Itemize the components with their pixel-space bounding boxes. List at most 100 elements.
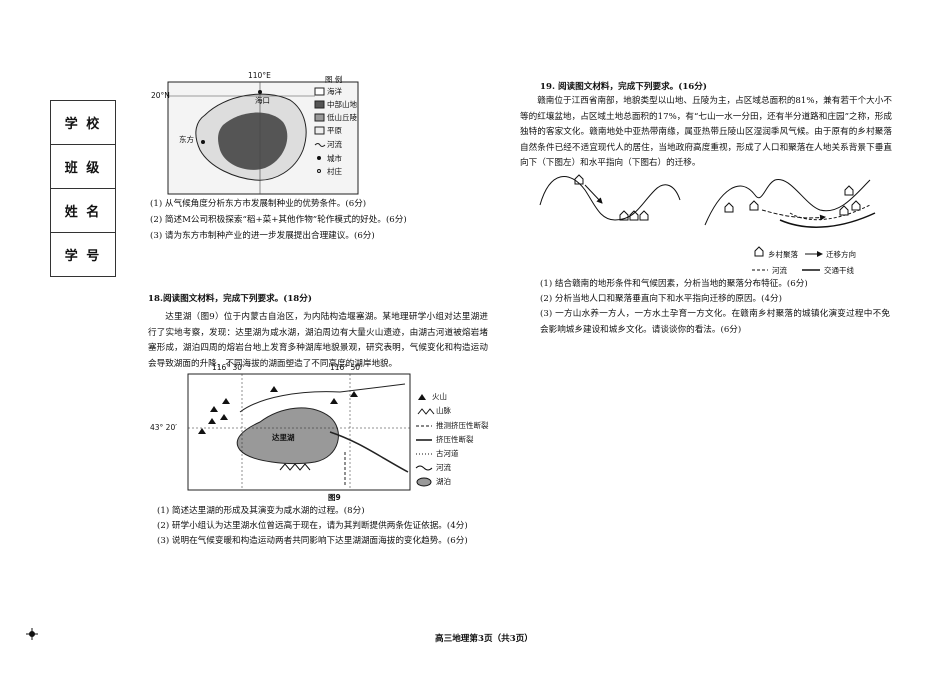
legend-label: 挤压性断裂 — [436, 434, 474, 444]
dali-map: 116° 30′ 116° 50′ 43° 20′ 达里湖 火山 山脉 推测挤压… — [150, 363, 489, 502]
legend-label: 平原 — [327, 126, 342, 135]
legend-label: 海洋 — [327, 86, 342, 96]
settlement-part — [639, 210, 649, 221]
sidebar-label: 学 校 — [51, 101, 115, 145]
city-dot — [201, 140, 205, 144]
volcano-part — [220, 414, 228, 420]
sidebar-label: 班 级 — [51, 145, 115, 189]
settlement-part — [574, 174, 584, 185]
city-dot — [258, 90, 262, 94]
terrain-left — [539, 176, 681, 221]
volcano-part — [270, 386, 278, 392]
legend-label: 低山丘陵 — [327, 112, 357, 122]
diagram-legend: 乡村聚落 迁移方向 河流 交通干线 — [752, 246, 856, 275]
legend-title: 图 例 — [325, 74, 342, 84]
mountain-range-part — [279, 463, 311, 471]
hainan-map: 110°E 20°N 海口 东方 图 例 海洋 中部山地 低山丘陵 平原 河流 … — [151, 71, 359, 195]
legend-label: 推测挤压性断裂 — [436, 420, 489, 430]
settlement-part — [619, 210, 629, 221]
map-legend-part — [314, 87, 325, 96]
legend-label: 城市 — [327, 153, 342, 163]
question: (2) 简述M公司积极探索“稻+菜+其他作物”轮作模式的好处。(6分) — [150, 215, 407, 225]
volcano-part — [210, 406, 218, 412]
question: (2) 研学小组认为达里湖水位曾远高于现在，请为其判断提供两条佐证依据。(4分) — [157, 521, 468, 531]
migration-diagram: 乡村聚落 迁移方向 河流 交通干线 — [539, 174, 876, 275]
legend-label: 交通干线 — [824, 265, 854, 275]
question: (1) 结合赣南的地形条件和气候因素，分析当地的聚落分布特征。(6分) — [540, 279, 808, 289]
settlement-part — [724, 202, 734, 213]
map-legend-part — [314, 100, 325, 109]
question: (3) 一方山水养一方人，一方水土孕育一方文化。在赣南乡村聚落的城镇化演变过程中… — [540, 309, 890, 335]
volcano-part — [208, 418, 216, 424]
diagram-legend-part — [754, 246, 764, 257]
settlement — [574, 174, 861, 221]
legend-label: 河流 — [772, 265, 787, 275]
sidebar: 学 校 班 级 姓 名 学 号 — [50, 100, 116, 277]
road — [779, 212, 876, 228]
fault-line — [239, 383, 406, 413]
registration-mark — [26, 628, 38, 640]
map-legend: 火山 山脉 推测挤压性断裂 挤压性断裂 古河道 河流 湖泊 — [415, 391, 489, 487]
longitude-label: 116° 30′ — [212, 363, 244, 372]
legend-label: 河流 — [436, 462, 451, 472]
question: (2) 分析当地人口和聚落垂直向下和水平指向迁移的原因。(4分) — [540, 294, 782, 304]
question-text: 赣南位于江西省南部，地貌类型以山地、丘陵为主，占区域总面积的81%，兼有若干个大… — [520, 96, 892, 168]
question: (3) 请为东方市制种产业的进一步发展提出合理建议。(6分) — [150, 231, 375, 241]
settlement-part — [749, 200, 759, 211]
settlement-part — [629, 210, 639, 221]
legend-label: 村庄 — [327, 166, 342, 176]
fault-line — [329, 431, 409, 473]
legend-label: 湖泊 — [436, 476, 451, 486]
migration-arrow — [761, 209, 826, 221]
map-legend-part — [417, 408, 435, 415]
question: (1) 简述达里湖的形成及其演变为咸水湖的过程。(8分) — [157, 506, 365, 516]
page-footer: 高三地理第3页（共3页） — [435, 634, 533, 644]
legend-label: 山脉 — [436, 405, 451, 415]
place-label: 东方 — [179, 134, 194, 144]
settlement-part — [851, 200, 861, 211]
terrain-right — [704, 179, 871, 226]
map-legend-part — [314, 126, 325, 135]
question-text: 达里湖（图9）位于内蒙古自治区，为内陆构造堰塞湖。某地理研学小组对达里湖进行了实… — [148, 312, 488, 369]
latitude-label: 43° 20′ — [150, 423, 177, 432]
settlement-part — [844, 185, 854, 196]
sidebar-label: 学 号 — [51, 233, 115, 277]
lake — [236, 407, 339, 464]
sidebar-label: 姓 名 — [51, 189, 115, 233]
settlement-part — [839, 205, 849, 216]
longitude-label: 110°E — [248, 71, 271, 80]
question: (3) 说明在气候变暖和构造运动两者共同影响下达里湖湖面海拔的变化趋势。(6分) — [157, 536, 468, 546]
map-legend-part — [317, 169, 321, 173]
figure-caption: 图9 — [328, 493, 341, 502]
migration-arrow — [584, 184, 603, 204]
mountains — [218, 112, 288, 170]
legend-label: 乡村聚落 — [768, 249, 798, 259]
river — [789, 204, 871, 221]
volcano-part — [222, 398, 230, 404]
legend-label: 迁移方向 — [826, 249, 856, 259]
legend-label: 中部山地 — [327, 99, 357, 109]
map-legend: 图 例 海洋 中部山地 低山丘陵 平原 河流 城市 村庄 — [314, 74, 357, 176]
volcano-part — [350, 391, 358, 397]
legend-label: 河流 — [327, 139, 342, 149]
question-heading: 19. 阅读图文材料，完成下列要求。(16分) — [540, 82, 707, 92]
question: (1) 从气候角度分析东方市发展制种业的优势条件。(6分) — [150, 199, 367, 209]
longitude-label: 116° 50′ — [330, 363, 362, 372]
volcano — [198, 386, 358, 434]
volcano-part — [330, 398, 338, 404]
map-legend-part — [314, 143, 326, 147]
lake-label: 达里湖 — [272, 432, 295, 442]
latitude-label: 20°N — [151, 91, 170, 100]
legend-label: 火山 — [432, 391, 447, 401]
map-legend-part — [317, 156, 321, 160]
legend-label: 古河道 — [436, 448, 459, 458]
map-legend-part — [415, 465, 433, 471]
map-legend-part — [418, 394, 426, 400]
mountain-range — [279, 463, 311, 471]
map-legend-part — [416, 477, 432, 487]
question-heading: 18.阅读图文材料，完成下列要求。(18分) — [148, 294, 312, 304]
map-legend-part — [314, 113, 325, 122]
place-label: 海口 — [255, 95, 270, 105]
